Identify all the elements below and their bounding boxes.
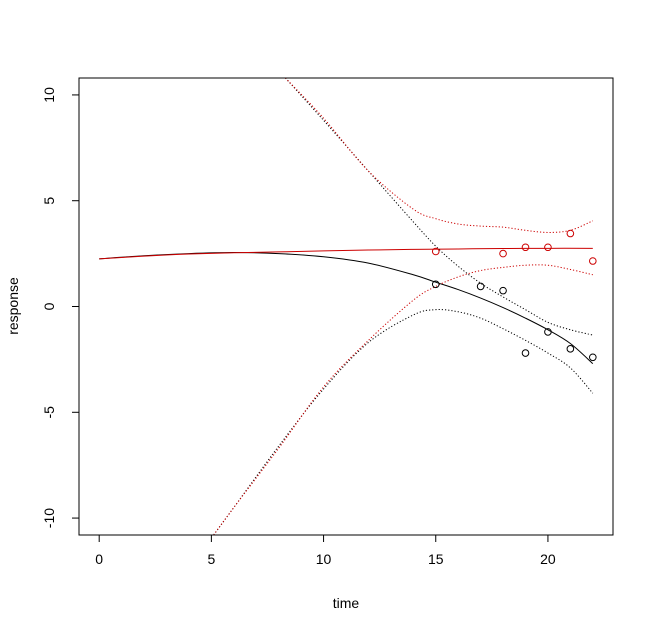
x-tick-label: 10 bbox=[316, 551, 332, 567]
series-layer bbox=[99, 78, 597, 535]
data-point bbox=[521, 243, 530, 252]
data-point bbox=[476, 282, 485, 291]
data-point bbox=[499, 249, 507, 258]
data-point bbox=[544, 328, 552, 336]
y-axis-label: response bbox=[5, 277, 21, 335]
y-tick-label: 10 bbox=[41, 87, 57, 103]
plot-frame bbox=[78, 77, 614, 536]
data-point bbox=[521, 349, 530, 357]
y-tick-label: -5 bbox=[41, 406, 57, 419]
data-point bbox=[544, 243, 552, 252]
confidence-band-line-4 bbox=[285, 78, 594, 233]
data-point bbox=[431, 247, 440, 256]
x-tick-label: 15 bbox=[428, 551, 444, 567]
fitted-curve-1 bbox=[99, 247, 593, 260]
data-point bbox=[589, 353, 597, 362]
y-tick-label: -10 bbox=[41, 508, 57, 528]
x-axis: 0 5 10 15 20 bbox=[95, 534, 556, 567]
data-point bbox=[566, 345, 575, 353]
x-tick-label: 0 bbox=[95, 551, 103, 567]
fitted-curve-0 bbox=[99, 252, 594, 365]
confidence-band-line-3 bbox=[213, 309, 594, 535]
confidence-band-line-5 bbox=[213, 264, 593, 535]
x-axis-label: time bbox=[333, 595, 360, 611]
y-tick-label: 5 bbox=[41, 197, 57, 205]
x-tick-label: 20 bbox=[540, 551, 556, 567]
data-point bbox=[589, 257, 597, 265]
y-tick-label: 0 bbox=[41, 302, 57, 310]
data-point bbox=[499, 286, 507, 295]
data-point bbox=[566, 229, 575, 238]
x-tick-label: 5 bbox=[207, 551, 215, 567]
data-point bbox=[431, 280, 440, 289]
y-axis: -10 -5 0 5 10 bbox=[41, 87, 80, 528]
confidence-band-line-2 bbox=[285, 78, 593, 336]
